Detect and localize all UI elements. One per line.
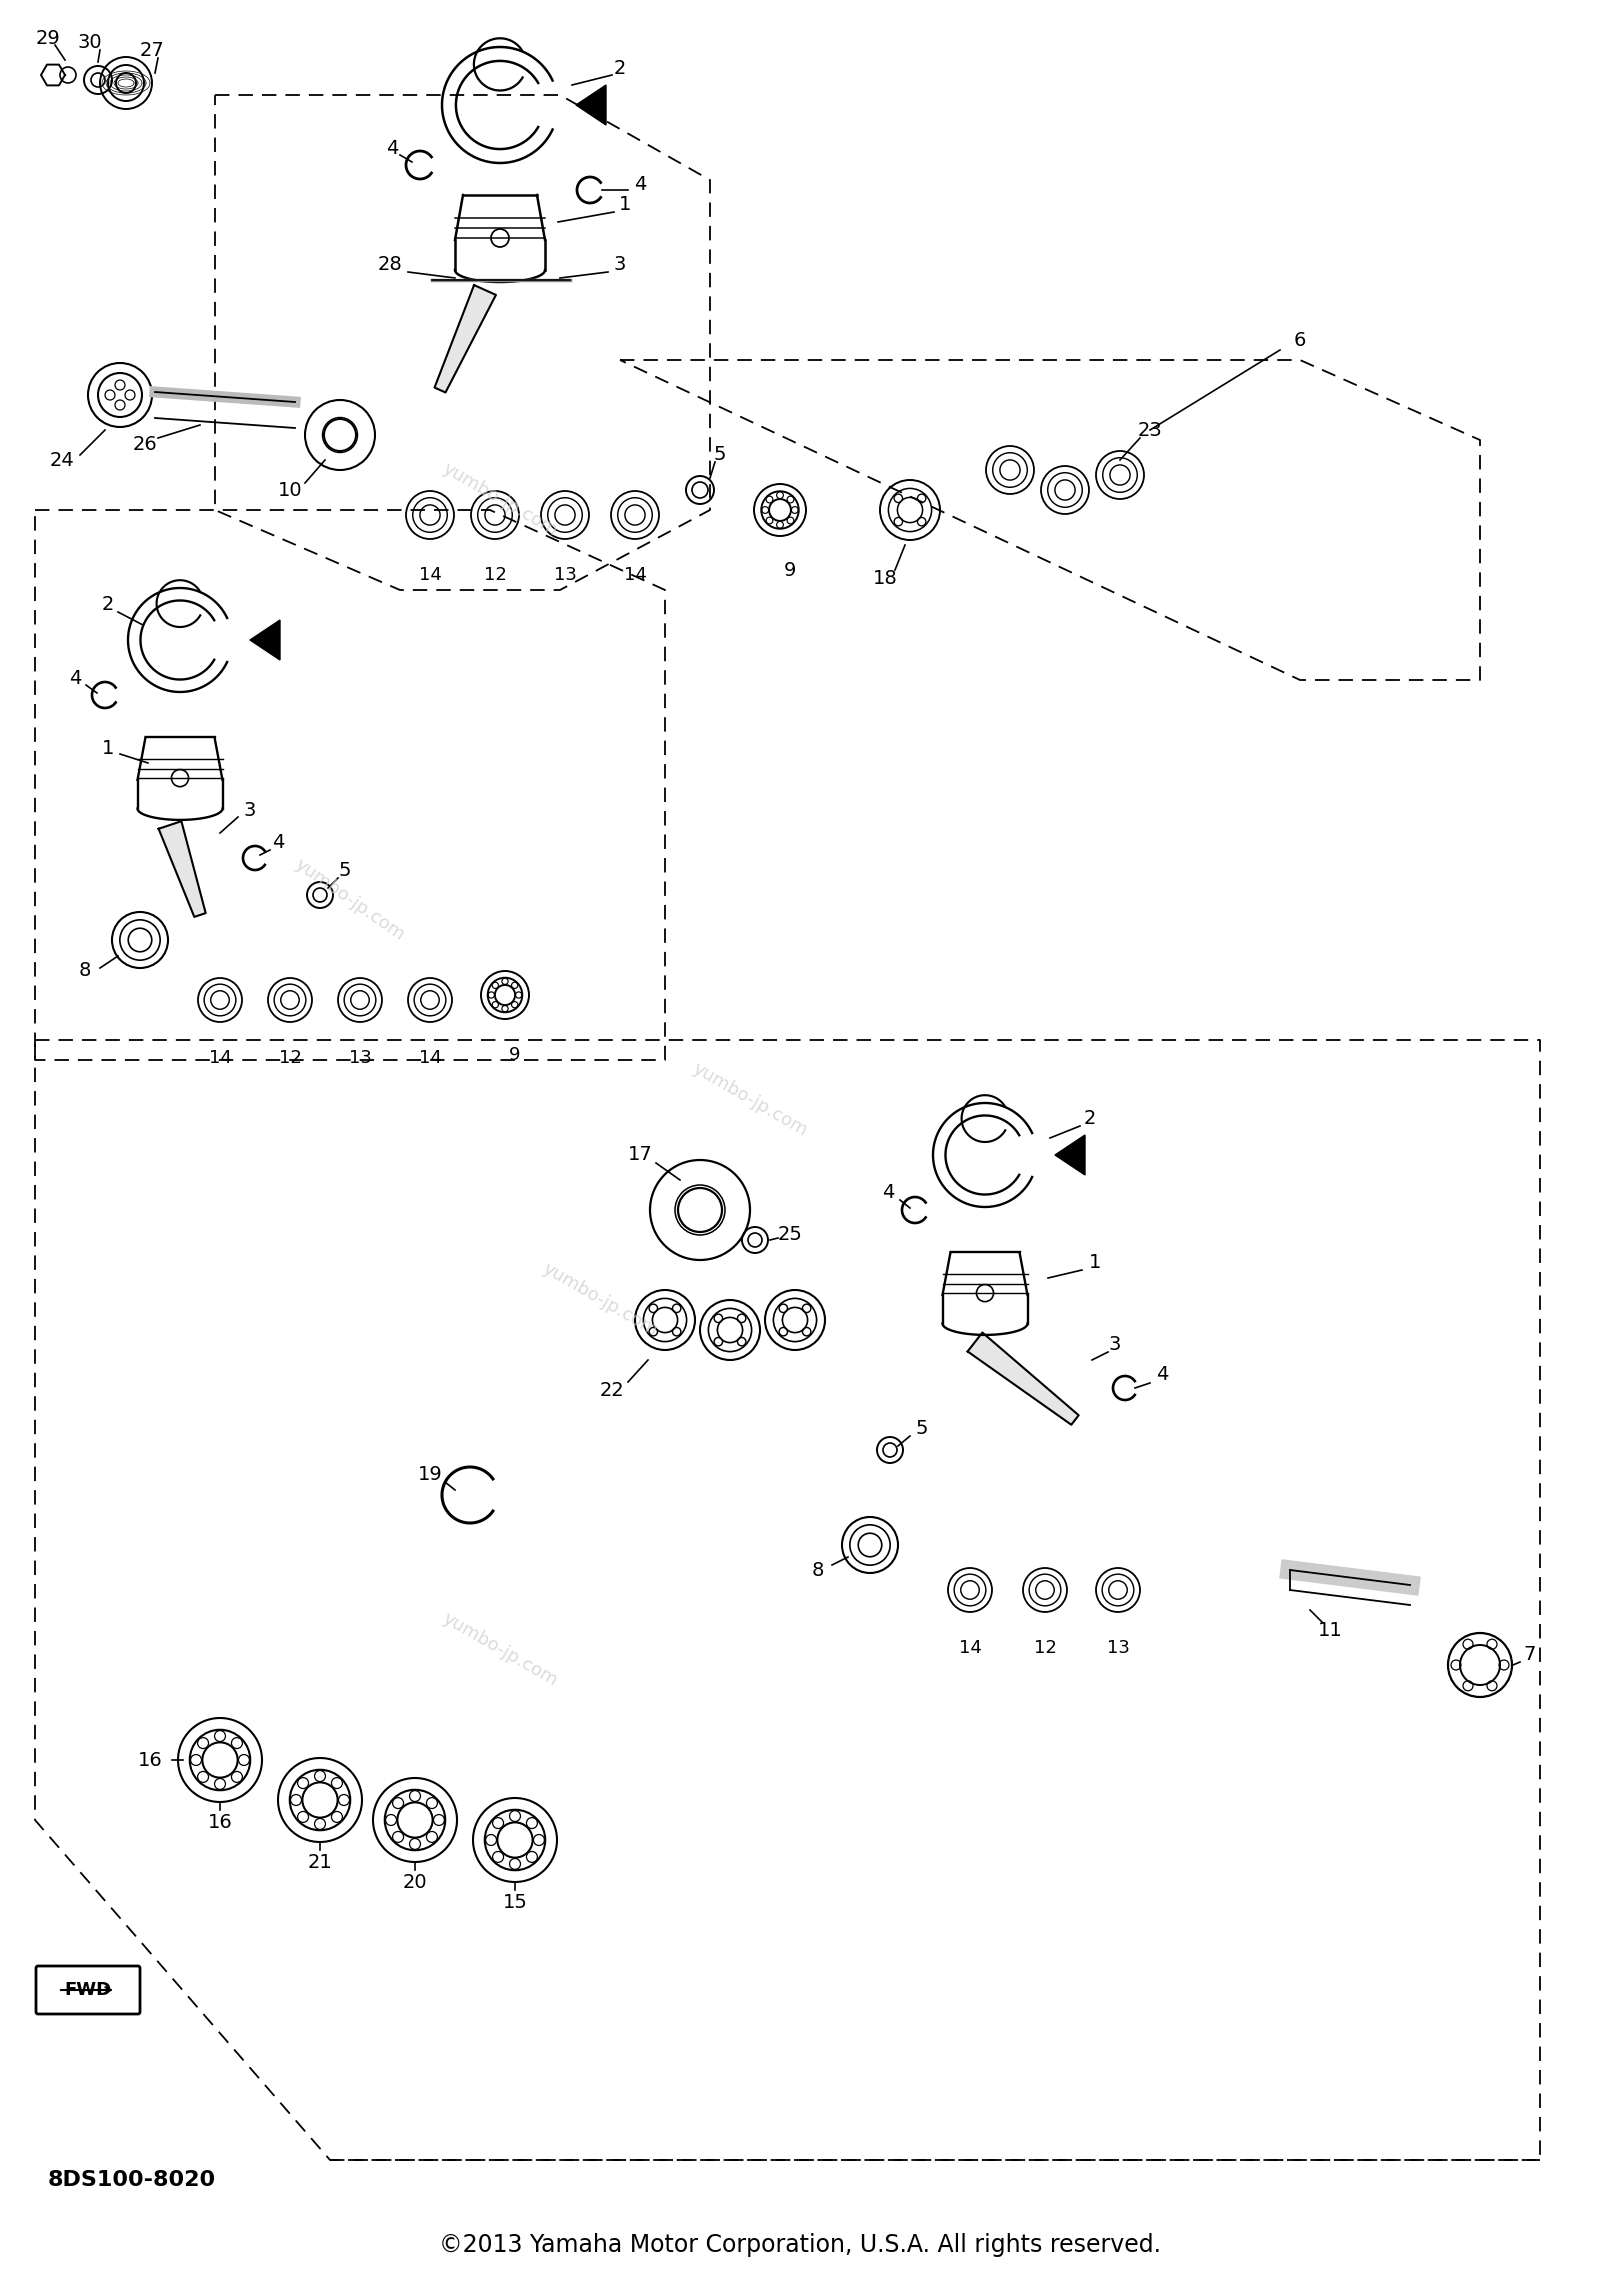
Text: 7: 7 [1523,1645,1536,1665]
Text: 12: 12 [1034,1638,1056,1656]
Text: yumbo-jp.com: yumbo-jp.com [440,460,560,540]
Text: 21: 21 [307,1852,333,1873]
Text: 29: 29 [35,30,61,48]
Text: 4: 4 [69,667,82,688]
Text: 15: 15 [502,1893,528,1911]
Polygon shape [250,620,280,661]
Polygon shape [1054,1134,1085,1175]
Text: 16: 16 [208,1813,232,1832]
Text: 20: 20 [403,1873,427,1891]
Text: 30: 30 [78,34,102,52]
Text: 9: 9 [509,1046,520,1064]
Text: 12: 12 [278,1048,301,1066]
Text: 12: 12 [483,565,507,583]
Text: 1: 1 [102,738,114,759]
Text: 8: 8 [811,1560,824,1579]
Text: 17: 17 [627,1146,653,1164]
Text: 27: 27 [139,41,165,59]
Text: 14: 14 [208,1048,232,1066]
Text: 18: 18 [872,570,898,588]
Text: 8: 8 [78,961,91,980]
Text: 1: 1 [1090,1253,1101,1271]
Text: ©2013 Yamaha Motor Corporation, U.S.A. All rights reserved.: ©2013 Yamaha Motor Corporation, U.S.A. A… [438,2232,1162,2257]
Text: 26: 26 [133,435,157,456]
Text: yumbo-jp.com: yumbo-jp.com [539,1260,661,1339]
Polygon shape [968,1333,1078,1424]
Polygon shape [435,285,496,392]
Text: 4: 4 [882,1185,894,1203]
Text: 5: 5 [339,861,352,879]
Text: 4: 4 [386,139,398,157]
Text: 16: 16 [138,1750,162,1770]
Text: 13: 13 [554,565,576,583]
Text: 14: 14 [419,565,442,583]
Polygon shape [158,820,206,918]
Text: 23: 23 [1138,421,1162,440]
Text: 24: 24 [50,451,74,469]
Text: 1: 1 [619,196,630,214]
Text: 10: 10 [278,481,302,499]
Text: 6: 6 [1294,330,1306,349]
Text: 4: 4 [1155,1365,1168,1385]
Text: 4: 4 [272,834,285,852]
Text: 2: 2 [614,59,626,77]
Text: FWD: FWD [64,1982,112,2000]
Text: 2: 2 [1083,1109,1096,1128]
Text: yumbo-jp.com: yumbo-jp.com [690,1059,811,1141]
Text: 8DS100-8020: 8DS100-8020 [48,2171,216,2189]
Text: 22: 22 [600,1380,624,1399]
Text: yumbo-jp.com: yumbo-jp.com [440,1611,560,1690]
Text: 3: 3 [243,800,256,820]
Text: 28: 28 [378,255,402,276]
Text: 11: 11 [1318,1620,1342,1640]
Text: 2: 2 [102,595,114,615]
Polygon shape [576,84,606,125]
Text: 19: 19 [418,1465,442,1485]
FancyBboxPatch shape [35,1966,141,2014]
Text: 14: 14 [419,1048,442,1066]
Text: 25: 25 [778,1226,803,1244]
Text: 9: 9 [784,560,797,579]
Text: 3: 3 [1109,1335,1122,1355]
Text: 4: 4 [634,175,646,194]
Text: 3: 3 [614,255,626,276]
Text: 14: 14 [958,1638,981,1656]
Text: 5: 5 [714,446,726,465]
Text: 13: 13 [349,1048,371,1066]
Text: 14: 14 [624,565,646,583]
Text: yumbo-jp.com: yumbo-jp.com [291,857,408,945]
Text: 5: 5 [915,1419,928,1437]
Text: 13: 13 [1107,1638,1130,1656]
